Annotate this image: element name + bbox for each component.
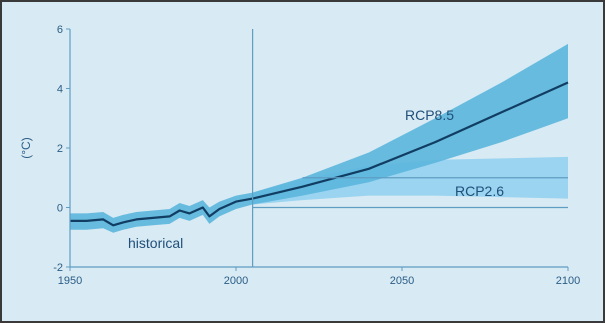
y-tick-label: 4	[57, 84, 63, 96]
line-rcp85	[252, 81, 569, 200]
annotation-rcp26: RCP2.6	[455, 183, 504, 199]
annotation-rcp85: RCP8.5	[405, 107, 454, 123]
y-tick-label: -2	[53, 262, 63, 274]
x-tick-label: 2050	[390, 275, 414, 287]
tick-labels: 1950 2000 2050 2100 -2 0 2 4 6	[53, 24, 580, 287]
annotation-historical: historical	[128, 235, 183, 251]
x-tick-label: 1950	[58, 275, 82, 287]
axes	[66, 28, 569, 271]
series-lines	[70, 81, 569, 227]
uncertainty-bands	[70, 43, 568, 233]
y-axis-label: (°C)	[19, 137, 33, 158]
y-tick-label: 6	[57, 24, 63, 36]
y-tick-label: 2	[57, 143, 63, 155]
line-historical	[70, 197, 253, 227]
x-tick-label: 2000	[224, 275, 248, 287]
band-rcp26	[252, 156, 568, 205]
x-tick-label: 2100	[556, 275, 580, 287]
band-historical	[70, 192, 253, 233]
band-rcp85	[252, 43, 568, 205]
y-tick-label: 0	[57, 203, 63, 215]
